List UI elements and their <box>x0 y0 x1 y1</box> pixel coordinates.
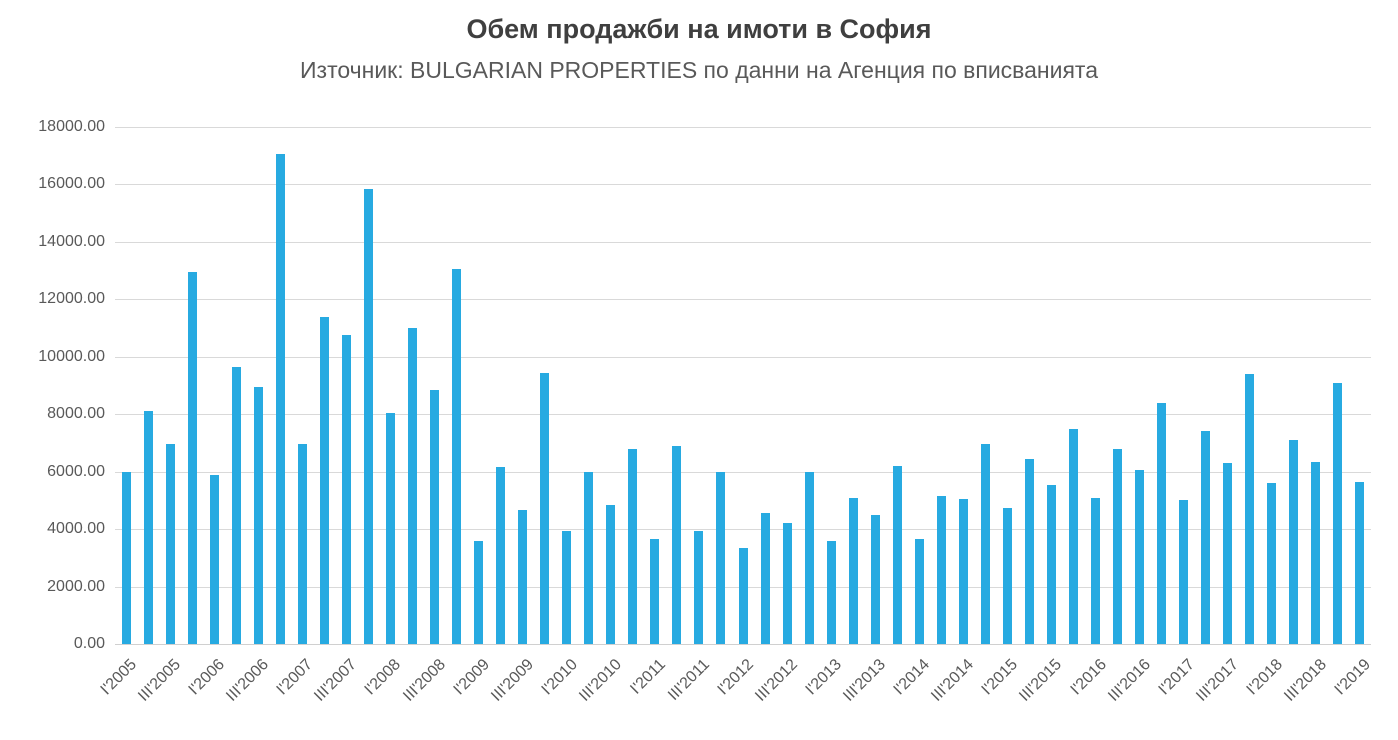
bar <box>1355 481 1365 644</box>
y-tick-label: 12000.00 <box>38 290 105 308</box>
bar <box>1179 500 1189 644</box>
bar <box>1333 382 1343 644</box>
plot-area <box>115 127 1371 645</box>
bar <box>209 474 219 644</box>
bar <box>848 497 858 644</box>
bar <box>187 272 197 644</box>
bar <box>672 445 682 644</box>
bar <box>1157 402 1167 644</box>
bar <box>716 471 726 644</box>
bar <box>606 504 616 644</box>
chart-title: Обем продажби на имоти в София <box>466 14 932 44</box>
gridline <box>115 299 1371 301</box>
x-tick-label: I'2005 <box>97 656 141 699</box>
y-tick-label: 6000.00 <box>47 462 105 480</box>
bar <box>980 444 990 644</box>
bar <box>782 523 792 644</box>
x-tick-label: I'2009 <box>450 656 493 699</box>
bar <box>628 448 638 644</box>
y-tick-label: 18000.00 <box>38 118 105 135</box>
y-tick-label: 10000.00 <box>38 347 105 365</box>
bar <box>936 496 946 644</box>
bar <box>1002 507 1012 644</box>
x-tick-label: I'2017 <box>1155 656 1198 699</box>
bar <box>1245 374 1255 644</box>
y-tick-label: 14000.00 <box>38 232 105 250</box>
gridline <box>115 471 1371 473</box>
bar <box>121 471 131 644</box>
bar <box>1069 428 1079 644</box>
bar <box>804 471 814 644</box>
bar <box>1046 484 1056 644</box>
gridline <box>115 414 1371 416</box>
x-tick-label: III'2009 <box>487 656 537 705</box>
bar <box>407 328 417 644</box>
bar <box>474 540 484 644</box>
bar <box>870 514 880 644</box>
y-tick-label: 2000.00 <box>47 577 105 595</box>
bar <box>1289 440 1299 644</box>
bar <box>826 540 836 644</box>
bar <box>650 539 660 644</box>
bar <box>1223 463 1233 644</box>
bar <box>496 467 506 644</box>
bar <box>253 386 263 644</box>
bar <box>1091 497 1101 644</box>
chart-subtitle: Източник: BULGARIAN PROPERTIES по данни … <box>300 57 1098 83</box>
y-tick-label: 8000.00 <box>47 405 105 423</box>
bar <box>341 335 351 644</box>
bar <box>1201 431 1211 644</box>
bar <box>430 389 439 644</box>
gridline <box>115 127 1371 128</box>
bar <box>914 539 924 644</box>
bar <box>760 513 770 644</box>
bar <box>958 498 968 644</box>
bar <box>738 547 748 644</box>
gridline <box>115 356 1371 358</box>
bar <box>1024 458 1034 644</box>
bar <box>385 412 395 644</box>
bar <box>363 188 373 644</box>
bar <box>540 372 550 644</box>
y-tick-label: 16000.00 <box>38 175 105 193</box>
bar <box>319 316 329 644</box>
bar <box>452 269 462 644</box>
bar <box>562 530 572 644</box>
bar <box>694 530 704 644</box>
y-tick-label: 0.00 <box>73 635 105 652</box>
bar <box>231 366 241 644</box>
bar <box>275 154 285 644</box>
gridline <box>115 241 1371 243</box>
bar <box>892 465 902 644</box>
bar <box>143 411 153 644</box>
bar <box>1135 470 1145 644</box>
bar <box>518 510 528 644</box>
bar <box>165 444 175 644</box>
y-tick-label: 4000.00 <box>47 520 105 538</box>
gridline <box>115 529 1371 531</box>
bar <box>297 444 307 644</box>
gridline <box>115 184 1371 186</box>
x-tick-label: III'2016 <box>1104 656 1154 705</box>
bar <box>1113 448 1123 644</box>
bar <box>1267 483 1277 644</box>
bar <box>584 471 594 644</box>
bar <box>1311 461 1321 644</box>
